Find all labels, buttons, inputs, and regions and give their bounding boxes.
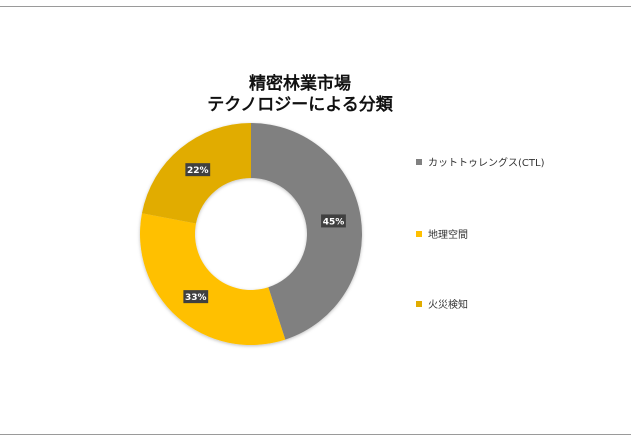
data-label-fire-detection: 22% (185, 163, 211, 177)
legend-label-fire-detection: 火災検知 (428, 300, 468, 311)
chart-title-line-1: 精密林業市場 (249, 74, 351, 94)
data-label-box-fire-detection (185, 163, 211, 177)
bottom-border (0, 434, 631, 435)
legend-label-ctl: カットトゥレングス(CTL) (428, 158, 545, 169)
chart-title: 精密林業市場 テクノロジーによる分類 (170, 74, 430, 116)
data-label-ctl: 45% (321, 214, 346, 228)
data-label-text-ctl: 45% (323, 217, 345, 227)
legend-item-fire-detection: 火災検知 (416, 296, 468, 311)
legend-label-geospatial: 地理空間 (428, 230, 468, 241)
data-label-text-fire-detection: 22% (187, 166, 209, 176)
data-label-text-geospatial: 33% (185, 293, 207, 303)
data-label-box-ctl (321, 214, 346, 228)
data-label-box-geospatial (183, 290, 209, 304)
legend-item-geospatial: 地理空間 (416, 226, 468, 241)
data-label-geospatial: 33% (183, 290, 209, 304)
slice-ctl (251, 123, 362, 340)
legend-swatch-geospatial (416, 230, 422, 237)
legend-item-ctl: カットトゥレングス(CTL) (416, 154, 544, 169)
slice-geospatial (140, 213, 286, 345)
top-border (0, 6, 631, 7)
legend-swatch-ctl (416, 158, 422, 165)
chart-title-line-2: テクノロジーによる分類 (207, 95, 393, 115)
legend-swatch-fire-detection (416, 300, 422, 307)
